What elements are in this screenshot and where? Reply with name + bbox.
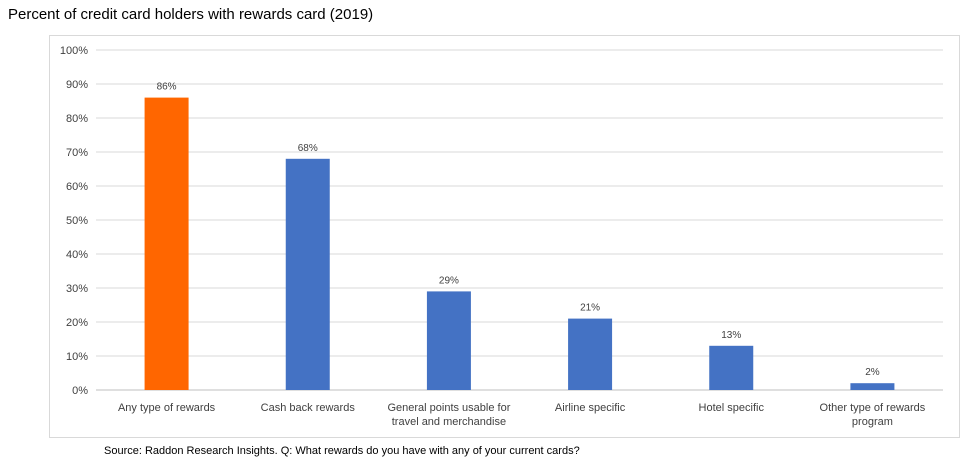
x-tick-label: Cash back rewards (261, 402, 356, 414)
x-tick-label-line: travel and merchandise (392, 416, 506, 428)
data-label: 13% (721, 330, 741, 341)
x-tick-label: General points usable for travel and merc… (387, 402, 510, 428)
y-tick-label: 10% (66, 351, 88, 363)
x-tick-label-line: Cash back rewards (261, 402, 356, 414)
y-tick-label: 0% (72, 385, 88, 397)
bar-3 (426, 291, 471, 390)
x-tick-label: Any type of rewards (118, 402, 216, 414)
x-tick-label: Other type of rewards program (820, 402, 926, 428)
data-label: 21% (580, 303, 600, 314)
data-label: 86% (157, 82, 177, 93)
bar-5 (709, 345, 754, 390)
x-tick-label-line: program (852, 416, 893, 428)
y-tick-label: 90% (66, 79, 88, 91)
x-tick-label-line: Hotel specific (699, 402, 765, 414)
y-tick-label: 100% (60, 45, 88, 57)
y-tick-label: 30% (66, 283, 88, 295)
chart-title: Percent of credit card holders with rewa… (8, 6, 374, 23)
x-tick-label: Hotel specific (699, 402, 765, 414)
x-tick-label: Airline specific (555, 402, 626, 414)
source-note: Source: Raddon Research Insights. Q: Wha… (104, 445, 580, 457)
y-tick-label: 50% (66, 215, 88, 227)
x-tick-label-line: Any type of rewards (118, 402, 216, 414)
data-label: 29% (439, 275, 459, 286)
y-tick-label: 80% (66, 113, 88, 125)
data-label: 2% (865, 367, 880, 378)
y-tick-label: 60% (66, 181, 88, 193)
data-label: 68% (298, 143, 318, 154)
bar-2 (285, 158, 330, 390)
bar-1 (144, 97, 189, 390)
bar-6 (850, 383, 895, 390)
y-tick-label: 70% (66, 147, 88, 159)
y-tick-label: 20% (66, 317, 88, 329)
x-tick-label-line: Airline specific (555, 402, 626, 414)
chart-frame (49, 35, 960, 438)
x-tick-label-line: General points usable for (387, 402, 510, 414)
x-tick-label-line: Other type of rewards (820, 402, 926, 414)
y-tick-label: 40% (66, 249, 88, 261)
bar-4 (568, 318, 613, 390)
